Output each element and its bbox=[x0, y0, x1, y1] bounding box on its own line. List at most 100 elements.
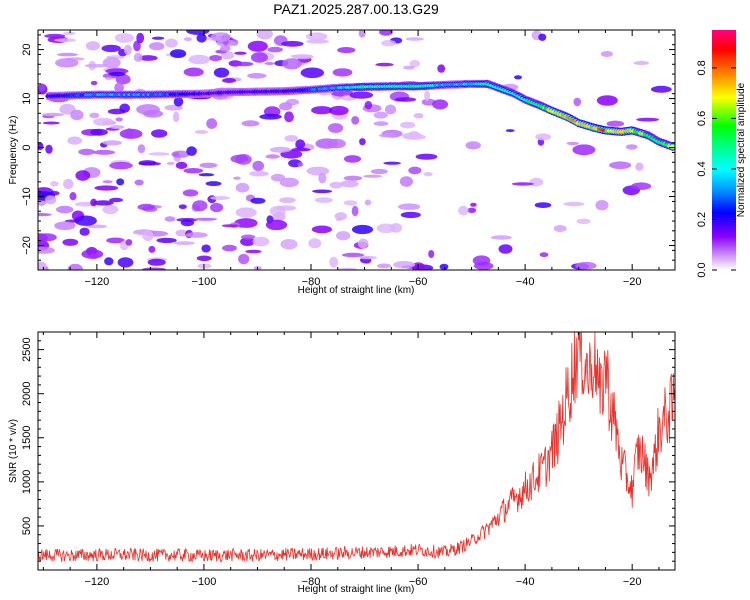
snr-plot-area bbox=[38, 332, 675, 570]
spectrogram-noise-blob bbox=[185, 232, 208, 238]
colorbar-tick-label: 0.8 bbox=[696, 60, 708, 75]
spectrogram-noise-blob bbox=[247, 73, 267, 79]
spectrogram-noise-blob bbox=[373, 111, 388, 119]
spectrogram-noise-blob bbox=[405, 37, 424, 41]
spectrogram-noise-blob bbox=[109, 161, 133, 170]
spectrogram-noise bbox=[38, 30, 672, 270]
x-tick-label: −40 bbox=[516, 276, 535, 288]
spectrogram-noise-blob bbox=[186, 146, 197, 156]
spectrogram-noise-blob bbox=[635, 162, 644, 171]
spectrogram-noise-blob bbox=[334, 212, 347, 221]
spectrogram-noise-blob bbox=[178, 204, 187, 209]
spectrogram-noise-blob bbox=[102, 140, 123, 146]
x-tick-label: −80 bbox=[302, 276, 321, 288]
spectrogram-noise-blob bbox=[205, 181, 222, 187]
spectrogram-noise-blob bbox=[256, 30, 273, 40]
spectrogram-noise-blob bbox=[148, 245, 156, 253]
spectrogram-noise-blob bbox=[220, 45, 231, 52]
spectrogram-noise-blob bbox=[38, 233, 48, 244]
spectrogram-noise-blob bbox=[514, 75, 522, 80]
spectrogram-noise-blob bbox=[370, 168, 388, 175]
spectrogram-noise-blob bbox=[511, 182, 534, 186]
spectrogram-noise-blob bbox=[458, 205, 469, 216]
spectrogram-noise-blob bbox=[142, 267, 166, 270]
spectrogram-noise-blob bbox=[90, 198, 97, 207]
spectrogram-noise-blob bbox=[62, 238, 79, 246]
spectrogram-noise-blob bbox=[650, 85, 672, 93]
spectrogram-noise-blob bbox=[170, 49, 187, 59]
x-tick-label: −100 bbox=[192, 276, 217, 288]
spectrogram-noise-blob bbox=[351, 116, 360, 125]
spectrogram-noise-blob bbox=[364, 101, 373, 110]
spectrogram-noise-blob bbox=[175, 229, 188, 237]
spectrogram-noise-blob bbox=[201, 244, 211, 253]
spectrogram-noise-blob bbox=[364, 199, 372, 206]
spectrogram-noise-blob bbox=[125, 128, 133, 139]
spectrogram-noise-blob bbox=[209, 55, 222, 62]
spectrogram-noise-blob bbox=[281, 40, 304, 47]
spectrogram-noise-blob bbox=[199, 162, 218, 168]
spectrogram-noise-blob bbox=[92, 200, 114, 206]
spectrogram-noise-blob bbox=[42, 121, 60, 125]
x-tick-label: −60 bbox=[409, 576, 428, 588]
spectrogram-noise-blob bbox=[566, 141, 580, 146]
spectrogram-noise-blob bbox=[55, 205, 74, 214]
spectrogram-noise-blob bbox=[221, 224, 239, 228]
spectrogram-noise-blob bbox=[235, 207, 257, 218]
spectrogram-noise-blob bbox=[311, 106, 333, 115]
spectrogram-noise-blob bbox=[38, 246, 55, 254]
spectrogram-noise-blob bbox=[351, 224, 374, 235]
spectrogram-noise-blob bbox=[636, 117, 659, 122]
spectrogram-noise-blob bbox=[81, 249, 104, 259]
spectrogram-noise-blob bbox=[108, 71, 126, 77]
spectrogram-noise-blob bbox=[173, 111, 180, 123]
spectrogram-noise-blob bbox=[70, 109, 84, 121]
spectrogram-noise-blob bbox=[235, 182, 250, 193]
spectrogram-noise-blob bbox=[234, 51, 247, 55]
spectrogram-noise-blob bbox=[75, 170, 91, 181]
spectrogram-noise-blob bbox=[148, 152, 170, 156]
spectrogram-noise-blob bbox=[437, 64, 446, 73]
spectrogram-noise-blob bbox=[252, 236, 270, 247]
spectrogram-x-label: Height of straight line (km) bbox=[298, 285, 415, 296]
spectrogram-noise-blob bbox=[282, 58, 302, 70]
spectrogram-noise-blob bbox=[400, 121, 416, 129]
spectrogram-noise-blob bbox=[576, 218, 591, 224]
spectrogram-noise-blob bbox=[357, 238, 369, 249]
spectrogram-noise-blob bbox=[400, 211, 421, 219]
spectrogram-noise-blob bbox=[63, 178, 74, 190]
spectrogram-noise-blob bbox=[50, 181, 59, 187]
spectrogram-noise-blob bbox=[538, 33, 547, 41]
spectrogram-noise-blob bbox=[264, 62, 275, 65]
spectrogram-noise-blob bbox=[101, 44, 121, 53]
spectrogram-noise-blob bbox=[233, 176, 241, 180]
spectrogram-noise-blob bbox=[188, 54, 210, 65]
spectrogram-noise-blob bbox=[175, 161, 188, 169]
spectrogram-noise-blob bbox=[329, 181, 343, 189]
y-tick-label: 20 bbox=[21, 43, 33, 55]
colorbar-tick-label: 0.0 bbox=[696, 262, 708, 277]
spectrogram-noise-blob bbox=[183, 67, 204, 77]
spectrogram-noise-blob bbox=[295, 139, 306, 149]
snr-y-ticks: 500 1000 1500 2000 2500 bbox=[21, 331, 675, 562]
snr-panel: −120 −100 −80 −60 −40 −20 500 1000 1500 2000 2500… bbox=[8, 331, 676, 595]
spectrogram-noise-blob bbox=[490, 235, 512, 240]
spectrogram-noise-blob bbox=[247, 40, 268, 52]
spectrogram-noise-blob bbox=[210, 32, 231, 42]
spectrogram-noise-blob bbox=[45, 144, 53, 154]
spectrogram-noise-blob bbox=[42, 112, 64, 117]
spectrogram-noise-blob bbox=[343, 175, 363, 181]
spectrogram-noise-blob bbox=[631, 182, 652, 190]
spectrogram-noise-blob bbox=[250, 197, 266, 204]
spectrogram-noise-blob bbox=[78, 148, 95, 156]
spectrogram-noise-blob bbox=[470, 202, 477, 207]
spectrogram-noise-blob bbox=[234, 218, 258, 228]
spectrogram-noise-blob bbox=[90, 80, 98, 86]
spectrogram-noise-blob bbox=[572, 144, 596, 156]
spectrogram-noise-blob bbox=[136, 32, 145, 44]
spectrogram-noise-blob bbox=[383, 161, 401, 165]
spectrogram-noise-blob bbox=[553, 225, 567, 232]
spectrogram-noise-blob bbox=[147, 258, 166, 266]
colorbar-ticks: 0.0 0.2 0.4 0.6 0.8 bbox=[696, 60, 736, 278]
